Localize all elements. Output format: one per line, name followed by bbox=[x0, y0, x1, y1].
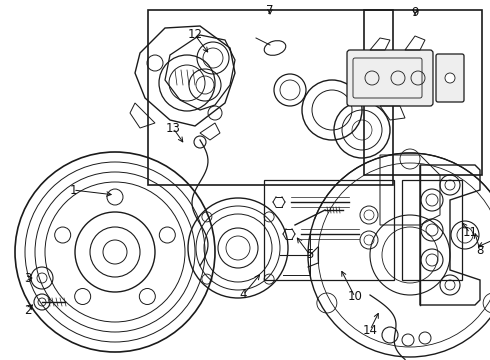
Circle shape bbox=[445, 73, 455, 83]
Text: 14: 14 bbox=[363, 324, 377, 337]
Text: 5: 5 bbox=[306, 248, 314, 261]
Text: 11: 11 bbox=[463, 226, 477, 239]
Text: 2: 2 bbox=[24, 303, 32, 316]
Text: 10: 10 bbox=[347, 291, 363, 303]
Bar bbox=[148, 10, 393, 185]
Text: 1: 1 bbox=[69, 184, 77, 197]
Text: 3: 3 bbox=[24, 271, 32, 284]
Text: 13: 13 bbox=[166, 122, 180, 135]
Text: 4: 4 bbox=[239, 288, 247, 302]
Text: 7: 7 bbox=[266, 4, 274, 17]
FancyBboxPatch shape bbox=[347, 50, 433, 106]
Text: 8: 8 bbox=[476, 243, 484, 256]
Bar bbox=[364, 10, 482, 175]
Bar bbox=[264, 180, 394, 280]
FancyBboxPatch shape bbox=[436, 54, 464, 102]
Text: 12: 12 bbox=[188, 28, 202, 41]
Bar bbox=[402, 180, 462, 280]
Text: 9: 9 bbox=[411, 5, 419, 18]
